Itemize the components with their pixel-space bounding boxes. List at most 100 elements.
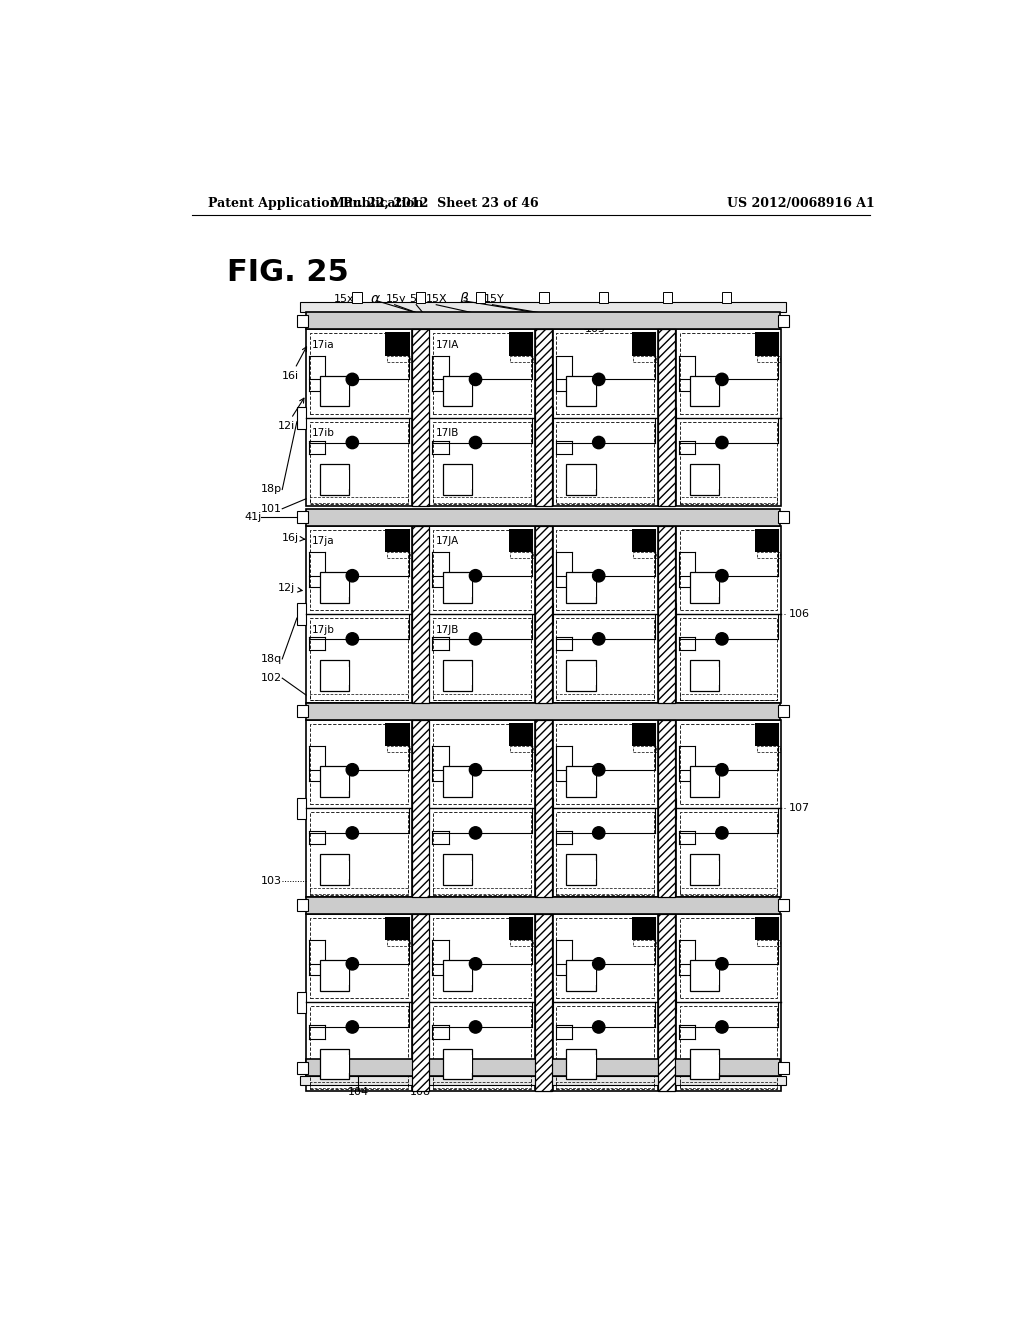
Bar — [306, 702, 779, 719]
Circle shape — [469, 1020, 481, 1034]
Bar — [387, 552, 410, 558]
Bar — [297, 407, 306, 429]
Bar — [680, 887, 777, 894]
Bar — [420, 603, 429, 626]
Circle shape — [346, 1020, 358, 1034]
Bar — [429, 330, 535, 507]
Bar — [451, 381, 472, 400]
Text: 17ib: 17ib — [312, 428, 335, 438]
Bar — [658, 525, 675, 702]
Text: 17ia: 17ia — [312, 339, 335, 350]
Bar — [310, 1081, 408, 1088]
Bar — [566, 1048, 596, 1080]
Bar — [663, 293, 672, 304]
Bar — [509, 917, 531, 940]
Bar — [667, 407, 676, 429]
Circle shape — [716, 632, 728, 645]
Text: 105: 105 — [585, 325, 606, 334]
Bar — [319, 854, 349, 886]
Bar — [680, 498, 777, 503]
Bar — [689, 572, 719, 603]
Bar — [632, 917, 655, 940]
Circle shape — [593, 826, 605, 840]
Bar — [566, 376, 596, 407]
Bar — [306, 896, 779, 913]
Bar — [328, 470, 349, 488]
Bar — [385, 333, 409, 355]
Bar — [667, 797, 676, 818]
Text: 17IA: 17IA — [435, 339, 459, 350]
Text: 51: 51 — [410, 294, 423, 305]
Bar — [689, 465, 719, 495]
Bar — [297, 511, 307, 524]
Bar — [310, 917, 408, 998]
Bar — [306, 913, 412, 1090]
Circle shape — [716, 374, 728, 385]
Bar — [676, 330, 781, 507]
Bar — [451, 1055, 472, 1073]
Bar — [658, 525, 675, 702]
Bar — [778, 705, 788, 718]
Bar — [535, 525, 552, 702]
Bar — [297, 797, 306, 818]
Bar — [509, 723, 531, 746]
Bar — [757, 746, 779, 752]
Bar — [310, 693, 408, 700]
Bar — [306, 719, 412, 896]
Bar — [553, 913, 658, 1090]
Circle shape — [716, 437, 728, 449]
Bar — [632, 723, 655, 746]
Bar — [697, 667, 719, 685]
Circle shape — [469, 763, 481, 776]
Bar — [443, 376, 472, 407]
Bar — [412, 330, 429, 507]
Bar — [680, 723, 777, 804]
Bar — [667, 603, 676, 626]
Bar — [385, 723, 409, 746]
Circle shape — [593, 632, 605, 645]
Text: 15X: 15X — [425, 294, 447, 305]
Circle shape — [593, 437, 605, 449]
Bar — [310, 1006, 408, 1089]
Bar — [451, 470, 472, 488]
Bar — [510, 746, 534, 752]
Bar — [297, 314, 307, 327]
Bar — [310, 498, 408, 503]
Bar — [443, 960, 472, 991]
Bar — [697, 470, 719, 488]
Bar — [310, 812, 408, 895]
Bar — [297, 991, 306, 1014]
Bar — [556, 812, 654, 895]
Text: 106: 106 — [788, 610, 810, 619]
Text: Mar. 22, 2012  Sheet 23 of 46: Mar. 22, 2012 Sheet 23 of 46 — [331, 197, 539, 210]
Text: Patent Application Publication: Patent Application Publication — [208, 197, 423, 210]
Bar — [451, 667, 472, 685]
Bar — [306, 330, 412, 507]
Bar — [632, 529, 655, 552]
Bar — [556, 1006, 654, 1089]
Bar — [429, 525, 535, 702]
Bar — [328, 667, 349, 685]
Text: 17JB: 17JB — [435, 624, 459, 635]
Bar — [297, 899, 307, 911]
Bar — [297, 603, 306, 626]
Bar — [535, 719, 552, 896]
Bar — [697, 1055, 719, 1073]
Bar — [535, 719, 552, 896]
Text: 108: 108 — [410, 1086, 431, 1097]
Bar — [433, 1006, 531, 1089]
Bar — [451, 578, 472, 597]
Bar — [658, 913, 675, 1090]
Bar — [697, 381, 719, 400]
Bar — [328, 381, 349, 400]
Bar — [433, 723, 531, 804]
Text: 18p: 18p — [261, 484, 283, 495]
Bar — [319, 766, 349, 797]
Bar — [412, 330, 429, 507]
Bar — [535, 525, 552, 702]
Bar — [306, 508, 779, 525]
Bar — [433, 693, 531, 700]
Bar — [306, 1059, 779, 1076]
Bar — [574, 470, 596, 488]
Bar — [443, 572, 472, 603]
